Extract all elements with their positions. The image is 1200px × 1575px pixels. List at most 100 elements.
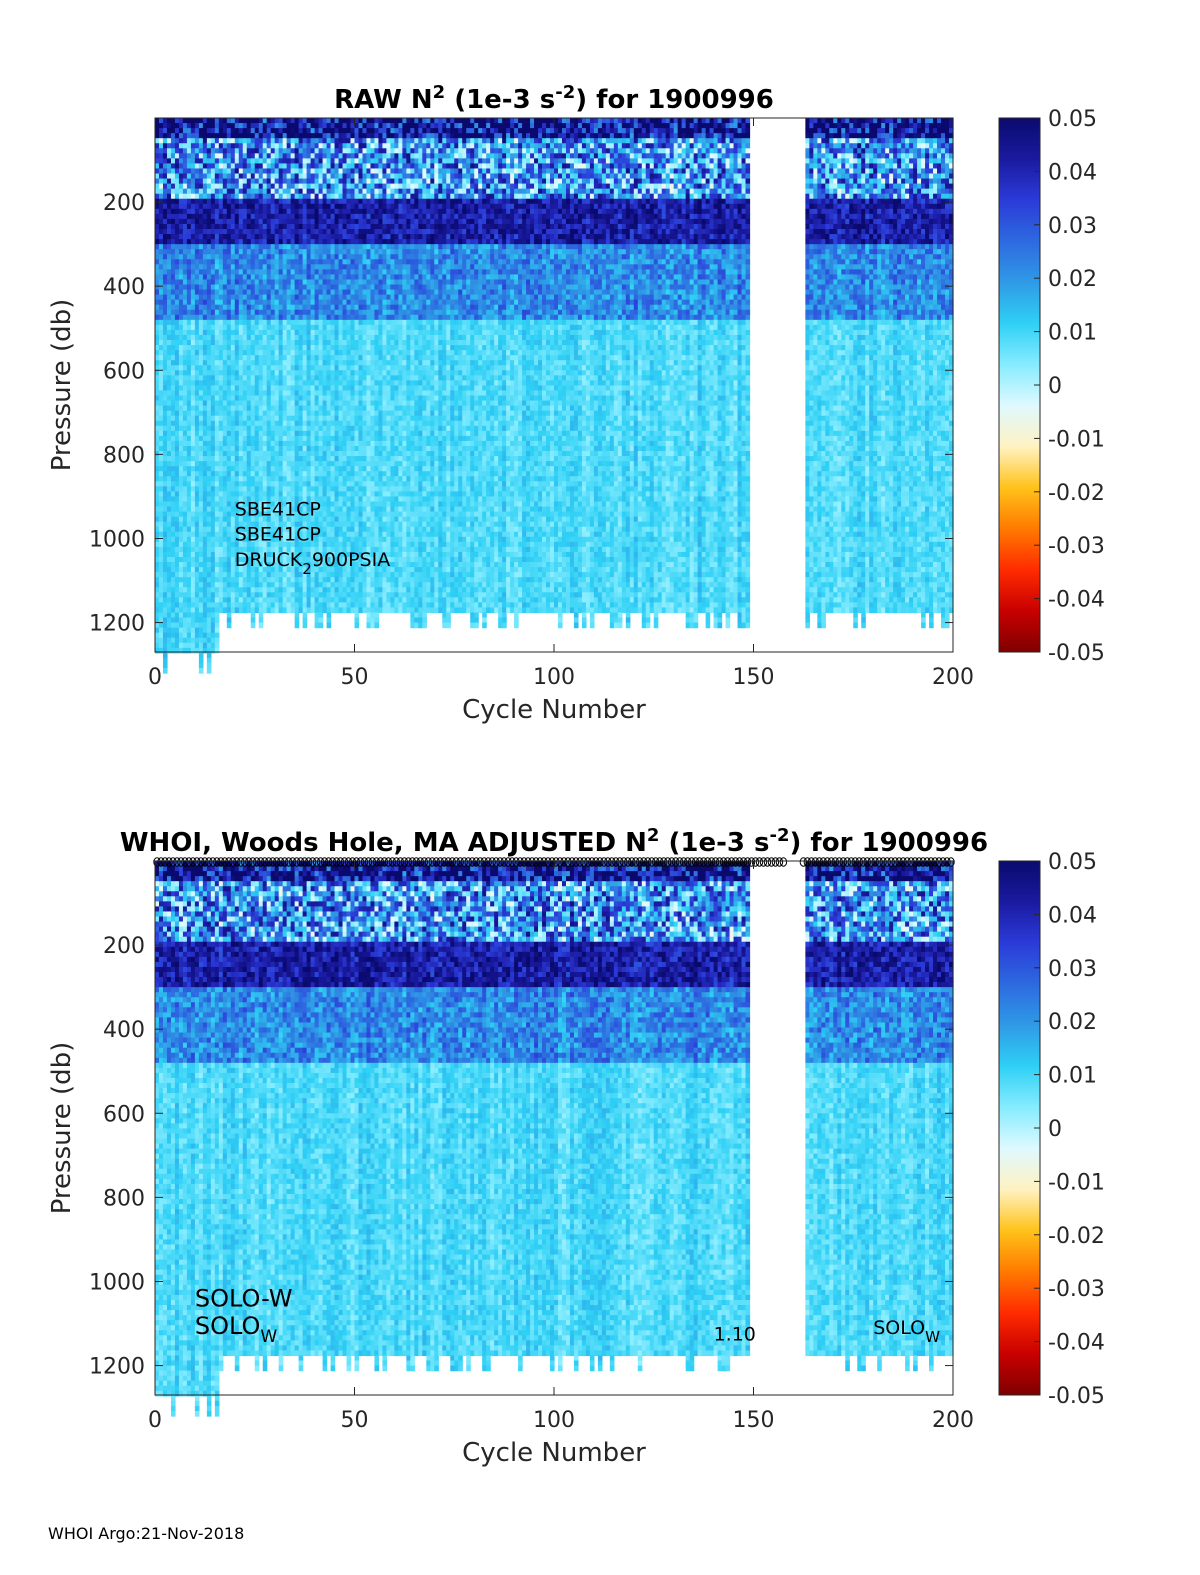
heatmap-cell bbox=[179, 179, 184, 185]
heatmap-cell bbox=[211, 436, 216, 442]
heatmap-cell bbox=[279, 138, 284, 144]
heatmap-cell bbox=[235, 350, 240, 356]
heatmap-cell bbox=[255, 390, 260, 396]
heatmap-cell bbox=[243, 290, 248, 296]
heatmap-cell bbox=[291, 325, 296, 331]
heatmap-cell bbox=[171, 496, 176, 502]
heatmap-cell bbox=[211, 249, 216, 255]
heatmap-cell bbox=[299, 320, 304, 326]
heatmap-cell bbox=[155, 269, 160, 275]
heatmap-cell bbox=[227, 274, 232, 280]
heatmap-cell bbox=[179, 168, 184, 174]
heatmap-cell bbox=[203, 496, 208, 502]
heatmap-cell bbox=[187, 133, 192, 139]
heatmap-cell bbox=[263, 592, 268, 598]
heatmap-cell bbox=[203, 320, 208, 326]
heatmap-cell bbox=[171, 239, 176, 245]
heatmap-cell bbox=[159, 572, 164, 578]
heatmap-cell bbox=[183, 532, 188, 538]
heatmap-cell bbox=[235, 411, 240, 417]
heatmap-cell bbox=[191, 214, 196, 220]
heatmap-cell bbox=[191, 264, 196, 270]
heatmap-cell bbox=[159, 592, 164, 598]
heatmap-cell bbox=[295, 431, 300, 437]
heatmap-cell bbox=[179, 229, 184, 235]
heatmap-cell bbox=[183, 385, 188, 391]
heatmap-cell bbox=[163, 375, 168, 381]
heatmap-cell bbox=[251, 461, 256, 467]
heatmap-cell bbox=[163, 264, 168, 270]
heatmap-cell bbox=[163, 562, 168, 568]
heatmap-cell bbox=[179, 592, 184, 598]
heatmap-cell bbox=[211, 441, 216, 447]
heatmap-cell bbox=[283, 396, 288, 402]
heatmap-cell bbox=[175, 370, 180, 376]
heatmap-cell bbox=[207, 436, 212, 442]
heatmap-cell bbox=[231, 234, 236, 240]
heatmap-cell bbox=[263, 229, 268, 235]
heatmap-cell bbox=[255, 375, 260, 381]
heatmap-cell bbox=[299, 143, 304, 149]
heatmap-cell bbox=[251, 310, 256, 316]
heatmap-cell bbox=[231, 461, 236, 467]
heatmap-cell bbox=[183, 567, 188, 573]
heatmap-cell bbox=[295, 355, 300, 361]
heatmap-cell bbox=[287, 269, 292, 275]
heatmap-cell bbox=[163, 300, 168, 306]
heatmap-cell bbox=[287, 325, 292, 331]
heatmap-cell bbox=[227, 466, 232, 472]
heatmap-cell bbox=[167, 345, 172, 351]
heatmap-cell bbox=[239, 587, 244, 593]
heatmap-cell bbox=[247, 214, 252, 220]
heatmap-cell bbox=[155, 385, 160, 391]
heatmap-cell bbox=[187, 481, 192, 487]
heatmap-cell bbox=[307, 123, 312, 129]
heatmap-cell bbox=[183, 456, 188, 462]
heatmap-cell bbox=[179, 618, 184, 624]
heatmap-cell bbox=[215, 592, 220, 598]
heatmap-cell bbox=[243, 320, 248, 326]
heatmap-cell bbox=[227, 375, 232, 381]
heatmap-cell bbox=[215, 411, 220, 417]
heatmap-cell bbox=[255, 118, 260, 124]
heatmap-cell bbox=[251, 623, 256, 629]
heatmap-cell bbox=[263, 577, 268, 583]
heatmap-cell bbox=[175, 249, 180, 255]
heatmap-cell bbox=[235, 133, 240, 139]
heatmap-cell bbox=[223, 577, 228, 583]
heatmap-cell bbox=[243, 249, 248, 255]
heatmap-cell bbox=[247, 396, 252, 402]
heatmap-cell bbox=[207, 315, 212, 321]
heatmap-cell bbox=[307, 269, 312, 275]
heatmap-cell bbox=[307, 295, 312, 301]
heatmap-cell bbox=[155, 259, 160, 265]
heatmap-cell bbox=[283, 189, 288, 195]
heatmap-cell bbox=[227, 184, 232, 190]
heatmap-cell bbox=[163, 133, 168, 139]
heatmap-cell bbox=[211, 431, 216, 437]
heatmap-cell bbox=[203, 249, 208, 255]
heatmap-cell bbox=[199, 239, 204, 245]
heatmap-cell bbox=[219, 350, 224, 356]
heatmap-cell bbox=[279, 426, 284, 432]
heatmap-cell bbox=[247, 259, 252, 265]
heatmap-cell bbox=[287, 179, 292, 185]
heatmap-cell bbox=[291, 209, 296, 215]
heatmap-cell bbox=[259, 274, 264, 280]
heatmap-cell bbox=[291, 390, 296, 396]
heatmap-cell bbox=[163, 512, 168, 518]
heatmap-cell bbox=[283, 607, 288, 613]
heatmap-cell bbox=[287, 491, 292, 497]
heatmap-cell bbox=[215, 638, 220, 644]
heatmap-cell bbox=[175, 380, 180, 386]
heatmap-cell bbox=[191, 421, 196, 427]
heatmap-cell bbox=[239, 421, 244, 427]
heatmap-cell bbox=[279, 118, 284, 124]
heatmap-cell bbox=[219, 396, 224, 402]
heatmap-cell bbox=[167, 542, 172, 548]
heatmap-cell bbox=[287, 471, 292, 477]
heatmap-cell bbox=[211, 279, 216, 285]
heatmap-cell bbox=[219, 360, 224, 366]
heatmap-cell bbox=[183, 219, 188, 225]
heatmap-cell bbox=[167, 209, 172, 215]
